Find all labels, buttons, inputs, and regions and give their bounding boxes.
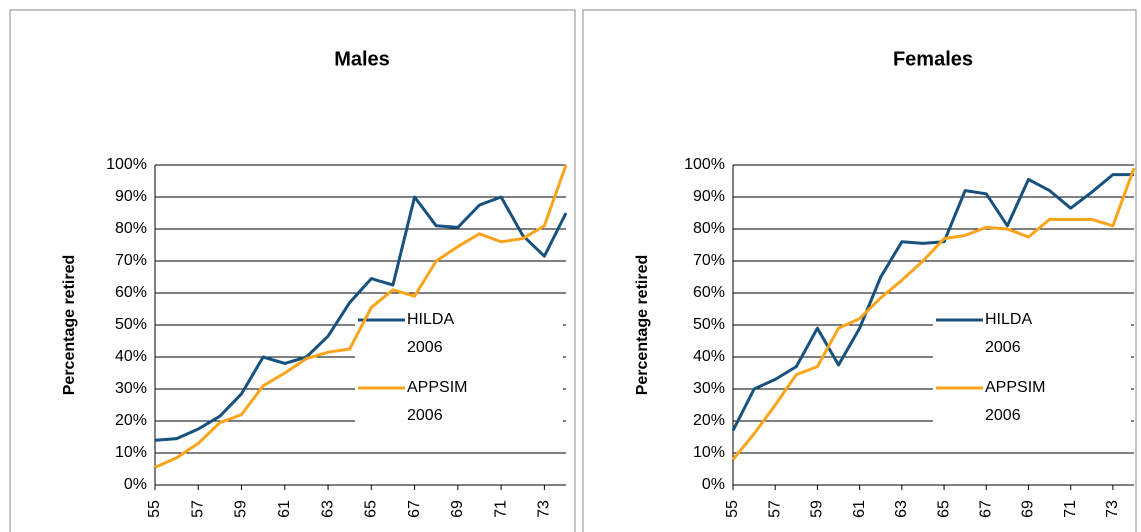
y-tick-label: 10% — [693, 444, 725, 461]
x-tick-label: 55 — [146, 500, 163, 518]
panel-border — [9, 9, 576, 532]
legend-label: APPSIM 2006 — [407, 379, 468, 424]
y-tick-label: 20% — [693, 412, 725, 429]
legend-item: APPSIM 2006 — [407, 379, 468, 424]
x-tick-label: 67 — [977, 500, 994, 518]
legend-box — [355, 298, 563, 443]
legend-label: HILDA 2006 — [407, 311, 454, 356]
y-tick-label: 100% — [684, 156, 725, 173]
legend-box — [933, 298, 1131, 443]
chart-title: Females — [893, 48, 973, 70]
x-tick-label: 55 — [724, 500, 741, 518]
panel-border — [582, 9, 1137, 532]
x-tick-label: 61 — [276, 500, 293, 518]
y-tick-label: 80% — [693, 220, 725, 237]
x-tick-label: 69 — [449, 500, 466, 518]
chart-title: Males — [334, 48, 390, 70]
y-axis-label: Percentage retired — [634, 255, 651, 396]
x-tick-label: 67 — [406, 500, 423, 518]
y-tick-label: 90% — [693, 188, 725, 205]
x-tick-label: 57 — [189, 500, 206, 518]
y-tick-label: 0% — [702, 476, 725, 493]
legend-label: HILDA 2006 — [985, 311, 1032, 356]
y-tick-label: 50% — [115, 316, 147, 333]
y-tick-label: 20% — [115, 412, 147, 429]
y-tick-label: 70% — [115, 252, 147, 269]
y-tick-label: 0% — [124, 476, 147, 493]
x-tick-label: 59 — [233, 500, 250, 518]
y-tick-label: 40% — [693, 348, 725, 365]
x-tick-label: 63 — [893, 500, 910, 518]
x-tick-label: 57 — [766, 500, 783, 518]
y-tick-label: 80% — [115, 220, 147, 237]
x-tick-label: 73 — [1104, 500, 1121, 518]
data-line — [154, 164, 568, 469]
y-tick-label: 30% — [693, 380, 725, 397]
y-tick-label: 90% — [115, 188, 147, 205]
y-tick-label: 30% — [115, 380, 147, 397]
data-line — [731, 173, 1134, 432]
legend-item: APPSIM 2006 — [985, 379, 1046, 424]
x-tick-label: 63 — [319, 500, 336, 518]
x-tick-label: 65 — [935, 500, 952, 518]
y-tick-label: 60% — [115, 284, 147, 301]
x-tick-label: 65 — [363, 500, 380, 518]
y-tick-label: 100% — [106, 156, 147, 173]
x-tick-label: 73 — [536, 500, 553, 518]
legend-label: APPSIM 2006 — [985, 379, 1046, 424]
y-tick-label: 60% — [693, 284, 725, 301]
legend-item: HILDA 2006 — [407, 311, 454, 356]
x-tick-label: 69 — [1020, 500, 1037, 518]
y-tick-label: 40% — [115, 348, 147, 365]
x-tick-label: 71 — [492, 500, 509, 518]
y-tick-label: 50% — [693, 316, 725, 333]
x-tick-label: 71 — [1062, 500, 1079, 518]
y-tick-label: 70% — [693, 252, 725, 269]
y-tick-label: 10% — [115, 444, 147, 461]
data-line — [154, 195, 568, 442]
y-axis-label: Percentage retired — [61, 255, 78, 396]
x-tick-label: 59 — [809, 500, 826, 518]
legend-item: HILDA 2006 — [985, 311, 1032, 356]
x-tick-label: 61 — [851, 500, 868, 518]
data-line — [731, 167, 1136, 461]
